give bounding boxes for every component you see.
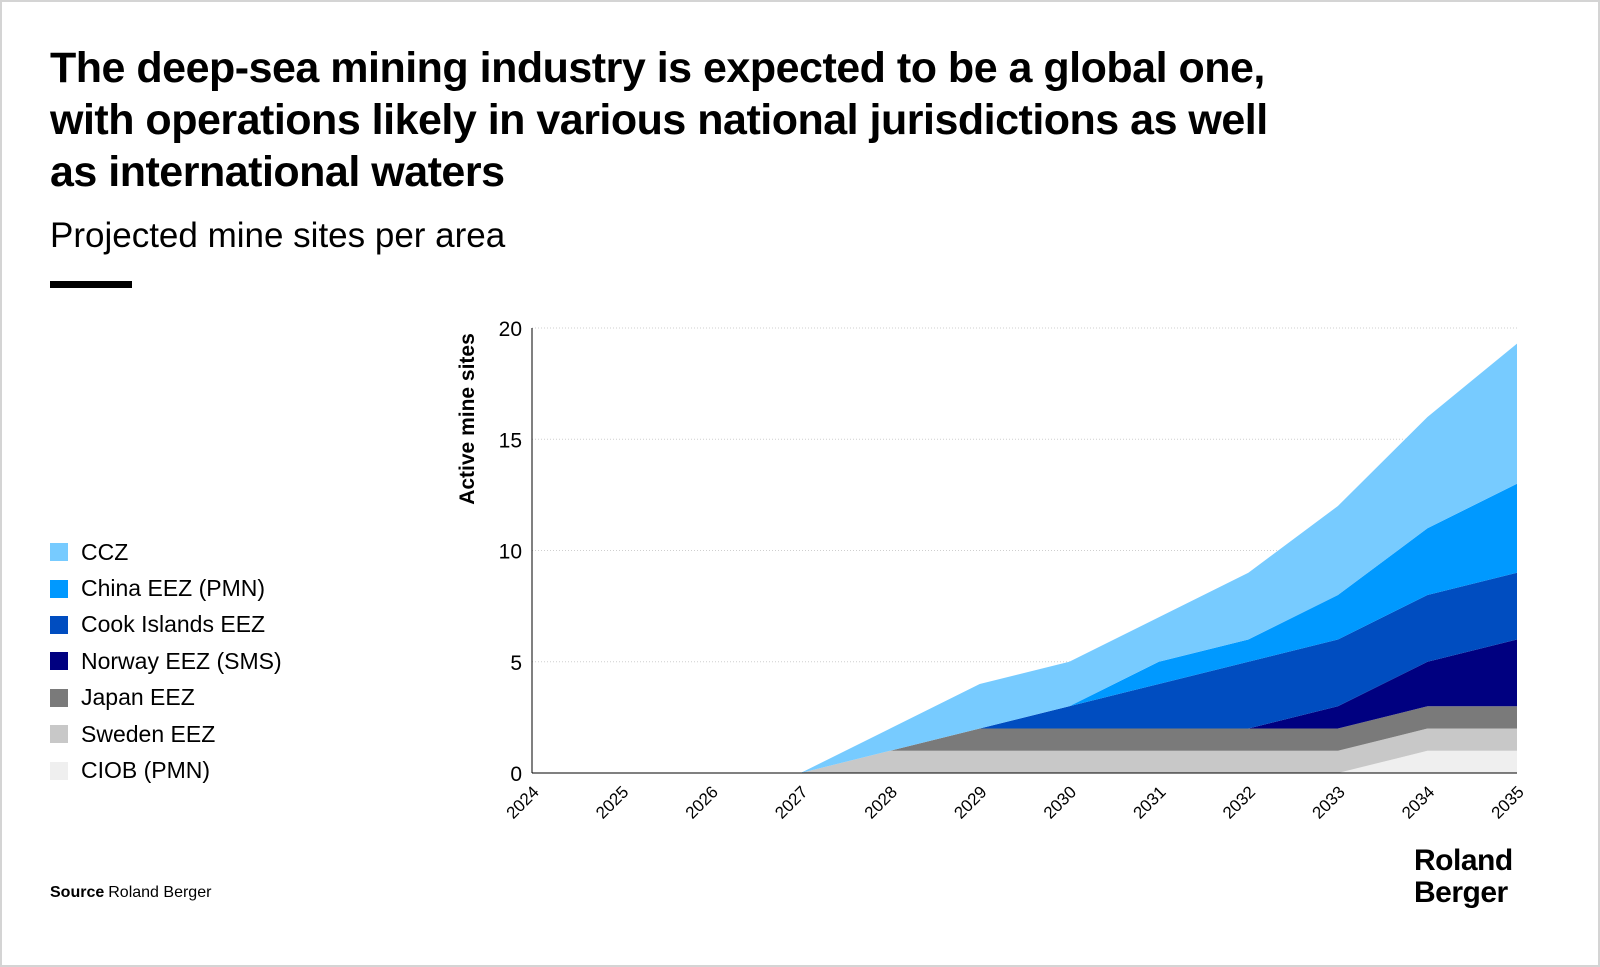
legend-label: Cook Islands EEZ [81, 611, 266, 638]
legend-label: CIOB (PMN) [81, 757, 211, 784]
legend-swatch [50, 543, 68, 562]
x-tick-label: 2033 [1309, 782, 1349, 822]
x-tick-label: 2032 [1219, 782, 1259, 822]
legend-swatch [50, 652, 68, 671]
x-tick-label: 2034 [1398, 782, 1438, 822]
area-ciob-pmn [532, 750, 1517, 773]
y-axis-label: Active mine sites [456, 333, 479, 505]
roland-berger-logo: Roland Berger [1414, 844, 1513, 909]
legend-swatch [50, 579, 68, 598]
x-tick-label: 2029 [950, 782, 990, 822]
y-tick-label: 10 [499, 541, 522, 564]
legend-item: CIOB (PMN) [50, 752, 282, 788]
legend-item: China EEZ (PMN) [50, 570, 282, 606]
legend-item: Japan EEZ [50, 680, 282, 716]
x-tick-label: 2027 [771, 782, 811, 822]
x-tick-label: 2030 [1040, 782, 1080, 822]
legend-label: China EEZ (PMN) [81, 575, 266, 602]
legend-swatch [50, 761, 68, 780]
legend-swatch [50, 725, 68, 744]
legend-swatch [50, 688, 68, 707]
legend-label: Japan EEZ [81, 684, 195, 711]
y-tick-label: 0 [510, 763, 522, 786]
source-label: Source [50, 884, 105, 901]
source-text: Roland Berger [108, 884, 212, 901]
x-tick-label: 2024 [503, 782, 543, 822]
legend-item: Cook Islands EEZ [50, 607, 282, 643]
chart-title: The deep-sea mining industry is expected… [50, 44, 1268, 196]
source-note: Source Roland Berger [50, 884, 211, 902]
area-china-eez-pmn [532, 483, 1517, 773]
legend-item: Sweden EEZ [50, 716, 282, 752]
y-tick-label: 15 [499, 429, 522, 452]
area-ccz [532, 343, 1517, 773]
legend-label: Norway EEZ (SMS) [81, 647, 282, 674]
area-japan-eez [532, 706, 1517, 773]
x-tick-label: 2035 [1488, 782, 1528, 822]
y-tick-label: 5 [510, 652, 522, 675]
x-tick-label: 2028 [861, 782, 901, 822]
x-tick-label: 2026 [682, 782, 722, 822]
legend-item: CCZ [50, 534, 282, 570]
y-tick-label: 20 [499, 318, 522, 341]
title-rule [50, 281, 132, 288]
legend-swatch [50, 615, 68, 634]
area-cook-islands-eez [532, 572, 1517, 773]
legend: CCZ China EEZ (PMN) Cook Islands EEZ Norway… [50, 534, 282, 789]
legend-label: CCZ [81, 538, 129, 565]
x-tick-label: 2031 [1129, 782, 1169, 822]
legend-item: Norway EEZ (SMS) [50, 643, 282, 679]
x-tick-label: 2025 [592, 782, 632, 822]
chart-subtitle: Projected mine sites per area [50, 216, 506, 255]
legend-label: Sweden EEZ [81, 720, 216, 747]
